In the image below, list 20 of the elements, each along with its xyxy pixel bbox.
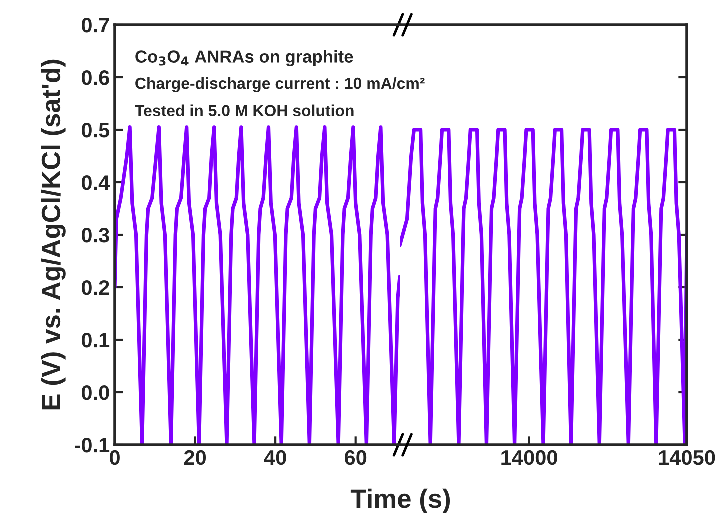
x-tick-label: 60 [345,450,367,466]
y-tick-label: 0.0 [82,386,110,400]
y-tick-label: 0.5 [82,123,110,138]
y-tick-label: 0.3 [82,228,110,243]
y-tick-label: 0.7 [82,18,110,33]
y-tick-label: 0.6 [82,70,110,86]
y-tick-label: -0.1 [75,438,110,453]
x-tick-label: 20 [184,450,206,466]
annotation: Tested in 5.0 M KOH solution [135,104,354,117]
y-tick-label: 0.2 [82,280,110,296]
x-tick-label: 0 [110,450,120,466]
x-tick-label: 14050 [659,450,716,466]
annotation: Charge-discharge current : 10 mA/cm² [136,78,425,92]
y-axis-title: E (V) vs. Ag/AgCl/KCl (sat'd) [41,60,66,410]
x-axis-title: Time (s) [350,488,450,514]
y-tick-label: 0.1 [82,333,110,348]
x-tick-label: 14000 [502,450,558,466]
x-tick-label: 40 [264,450,286,466]
y-tick-label: 0.4 [82,176,110,190]
annotation: Co$_{3}$O$_{4}$ ANRAs on graphite [136,50,354,66]
